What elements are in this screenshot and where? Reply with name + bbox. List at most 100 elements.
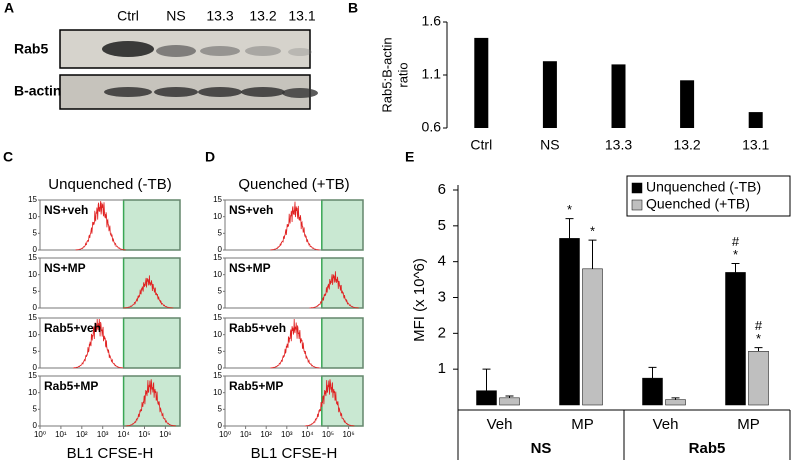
legend-label: Quenched (+TB) <box>646 196 750 212</box>
histogram-curve <box>270 318 320 369</box>
histogram-curve <box>304 379 355 427</box>
lane-label: NS <box>166 8 185 24</box>
bar <box>748 112 763 128</box>
y-tick-label: 10 <box>213 212 222 221</box>
y-tick-label: 10 <box>213 330 222 339</box>
y-tick-label: 15 <box>28 371 37 380</box>
y-tick-label: 5 <box>218 286 223 295</box>
plot-frame <box>224 317 364 369</box>
legend-swatch <box>631 182 643 194</box>
error-bar <box>648 366 657 379</box>
lane-label: 13.2 <box>249 8 276 24</box>
y-tick-label: 15 <box>213 253 222 262</box>
y-tick-label: 0 <box>33 421 38 430</box>
panel-label: C <box>3 149 13 165</box>
gate <box>321 317 364 369</box>
y-axis-label: MFI (x 10^6) <box>411 258 428 342</box>
error-bar <box>731 262 740 273</box>
bar <box>474 37 489 128</box>
error-bar <box>565 218 574 239</box>
blot-band <box>282 88 318 98</box>
x-tick-label: MP <box>571 416 594 433</box>
histogram-curve <box>270 201 320 251</box>
x-tick-label: 10⁶ <box>159 430 171 439</box>
annotation: * <box>733 247 738 262</box>
panel-label: B <box>348 0 358 16</box>
x-tick-label: 10⁵ <box>138 430 150 439</box>
blot-band <box>156 45 196 57</box>
bar <box>725 272 746 406</box>
row-label: Rab5 <box>14 41 48 57</box>
y-tick-label: 10 <box>28 270 37 279</box>
x-tick-label: 10⁰ <box>34 430 46 439</box>
x-tick-label: MP <box>737 416 760 433</box>
blot-band <box>154 87 198 97</box>
legend-label: Unquenched (-TB) <box>646 179 761 195</box>
y-tick-label: 2 <box>438 324 446 341</box>
annotation: # <box>732 234 740 249</box>
gate <box>122 317 181 369</box>
x-tick-label: 10⁵ <box>322 430 334 439</box>
gate <box>321 257 364 309</box>
y-tick-label: 15 <box>28 313 37 322</box>
x-tick-label: 13.1 <box>742 137 769 153</box>
y-tick-label: 4 <box>438 253 446 270</box>
plot-label: NS+MP <box>229 261 271 275</box>
y-tick-label: 5 <box>33 228 38 237</box>
error-bar <box>754 347 763 352</box>
y-tick-label: 15 <box>28 253 37 262</box>
blot-band <box>288 48 312 56</box>
y-tick-label: 5 <box>438 217 446 234</box>
lane-label: Ctrl <box>117 8 139 24</box>
blot-band <box>102 41 154 57</box>
y-tick-label: 1 <box>438 360 446 377</box>
y-tick-label: 10 <box>213 388 222 397</box>
bar <box>748 351 769 406</box>
y-tick-label: 0 <box>33 245 38 254</box>
bar <box>476 390 497 406</box>
y-tick-label: 5 <box>33 346 38 355</box>
y-tick-label: 3 <box>438 288 446 305</box>
y-tick-label: 0 <box>218 363 223 372</box>
bar <box>611 64 626 128</box>
blot-band <box>241 87 285 97</box>
bar <box>582 268 603 406</box>
y-tick-label: 15 <box>213 195 222 204</box>
x-tick-label: 13.2 <box>673 137 700 153</box>
y-tick-label: 1.6 <box>422 13 442 29</box>
x-axis-label: BL1 CFSE-H <box>251 445 338 462</box>
plot-frame <box>224 375 364 427</box>
x-tick-label: 10⁴ <box>301 430 314 439</box>
y-tick-label: 0 <box>33 363 38 372</box>
y-tick-label: 0 <box>218 245 223 254</box>
x-tick-label: 10¹ <box>55 430 67 439</box>
panel-label: A <box>4 0 14 16</box>
plot-label: Rab5+MP <box>44 379 98 393</box>
y-tick-label: 15 <box>213 371 222 380</box>
y-tick-label: 1.1 <box>422 66 442 82</box>
plot-frame <box>39 199 181 251</box>
plot-label: Rab5+veh <box>229 321 286 335</box>
bar <box>665 399 686 406</box>
blot-band <box>104 87 152 97</box>
x-tick-label: Ctrl <box>470 137 492 153</box>
histogram-curve <box>125 379 176 427</box>
y-tick-label: 10 <box>28 388 37 397</box>
annotation: * <box>756 331 761 346</box>
x-tick-label: 10² <box>260 430 272 439</box>
error-bar <box>588 239 597 269</box>
error-bar <box>505 395 514 398</box>
plot-label: NS+veh <box>44 203 88 217</box>
histogram-curve <box>123 275 174 309</box>
plot-label: NS+MP <box>44 261 86 275</box>
x-tick-label: 10³ <box>281 430 293 439</box>
histogram-curve <box>75 200 126 251</box>
lane-label: 13.1 <box>288 8 315 24</box>
y-tick-label: 15 <box>28 195 37 204</box>
blot-band <box>200 46 240 56</box>
blot-band <box>245 46 281 56</box>
y-tick-label: 15 <box>213 313 222 322</box>
plot-frame <box>39 317 181 369</box>
lane-label: 13.3 <box>206 8 233 24</box>
